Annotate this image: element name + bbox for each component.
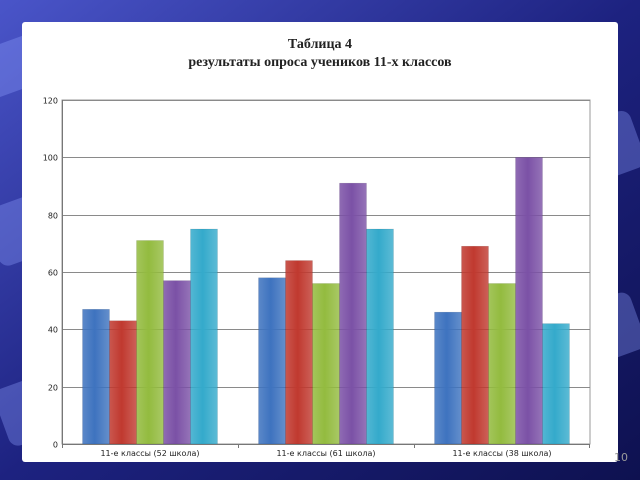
bar-2-1 [109, 320, 137, 445]
bar-4-3 [515, 157, 543, 445]
bar-2-2 [285, 260, 313, 445]
bar-2-3 [461, 245, 489, 445]
bar-4-2 [339, 182, 367, 445]
page-number: 10 [614, 451, 628, 464]
y-tick-label: 80 [48, 212, 58, 221]
chart-title: Таблица 4 результаты опроса учеников 11-… [22, 36, 618, 72]
y-tick-label: 120 [43, 97, 58, 106]
y-tick-label: 0 [53, 441, 58, 450]
y-tick-label: 100 [43, 154, 58, 163]
bar-3-1 [136, 240, 164, 445]
bar-1-2 [258, 277, 286, 445]
x-tick-label: 11-е классы (38 школа) [452, 449, 551, 458]
x-tick-label: 11-е классы (52 школа) [100, 449, 199, 458]
bars [82, 157, 570, 445]
bar-3-2 [312, 283, 340, 445]
bar-5-3 [542, 323, 570, 445]
y-tick-label: 20 [48, 384, 58, 393]
y-tick-label: 40 [48, 326, 58, 335]
bar-1-3 [434, 311, 462, 445]
bar-3-3 [488, 283, 516, 445]
y-tick-label: 60 [48, 269, 58, 278]
bar-4-1 [163, 280, 191, 445]
axis-labels: 0 20 40 60 80 100 120 11-е классы (52 школа) 11-… [43, 97, 552, 459]
bar-5-2 [366, 228, 394, 445]
x-tick-label: 11-е классы (61 школа) [276, 449, 375, 458]
title-line-2: результаты опроса учеников 11-х классов [188, 55, 452, 70]
bar-1-1 [82, 309, 110, 445]
bar-5-1 [190, 228, 218, 445]
axes [62, 100, 590, 448]
title-line-1: Таблица 4 [287, 37, 353, 52]
